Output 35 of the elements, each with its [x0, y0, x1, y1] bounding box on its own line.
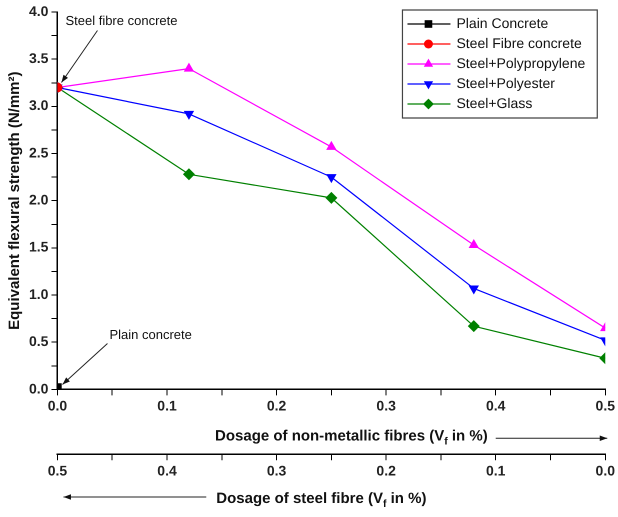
x-tick-label: 0.1	[157, 398, 177, 414]
legend-label: Steel Fibre concrete	[456, 34, 582, 51]
point	[325, 192, 338, 204]
point	[182, 168, 195, 180]
y-tick-label: 2.0	[28, 192, 49, 208]
x-tick-label: 0.2	[266, 398, 287, 414]
x2-tick-label: 0.3	[266, 462, 287, 478]
x2-tick-label: 0.1	[486, 462, 506, 478]
point	[184, 62, 194, 72]
x-tick-label: 0.4	[486, 398, 506, 414]
y-axis-title: Equivalent flexural strength (N/mm²)	[6, 72, 24, 330]
x-tick-label: 0.3	[376, 398, 396, 414]
annotation: Plain concrete	[109, 327, 192, 342]
y-tick-label: 1.0	[28, 286, 49, 302]
x2-tick-label: 0.5	[48, 462, 68, 478]
y-tick-label: 4.0	[28, 2, 49, 19]
x-tick-label: 0.0	[48, 398, 68, 414]
legend-label: Steel+Glass	[456, 94, 532, 111]
y-tick-label: 1.5	[28, 238, 49, 255]
point	[468, 320, 480, 332]
y-tick-label: 3.5	[28, 50, 49, 66]
x2-tick-label: 0.4	[157, 462, 177, 478]
x2-tick-label: 0.2	[376, 462, 396, 478]
y-tick-label: 3.0	[28, 97, 49, 114]
annotation: Steel fibre concrete	[65, 13, 178, 28]
x-tick-label: 0.5	[596, 398, 616, 414]
y-tick-label: 2.5	[28, 144, 49, 160]
point	[468, 239, 479, 248]
legend-label: Plain Concrete	[456, 14, 548, 31]
y-tick-label: 0.0	[28, 380, 49, 396]
legend-label: Steel+Polyester	[456, 74, 556, 91]
x2-tick-label: 0.0	[596, 462, 616, 478]
y-tick-label: 0.5	[28, 333, 49, 350]
legend-label: Steel+Polypropylene	[456, 54, 586, 71]
point	[326, 140, 337, 150]
